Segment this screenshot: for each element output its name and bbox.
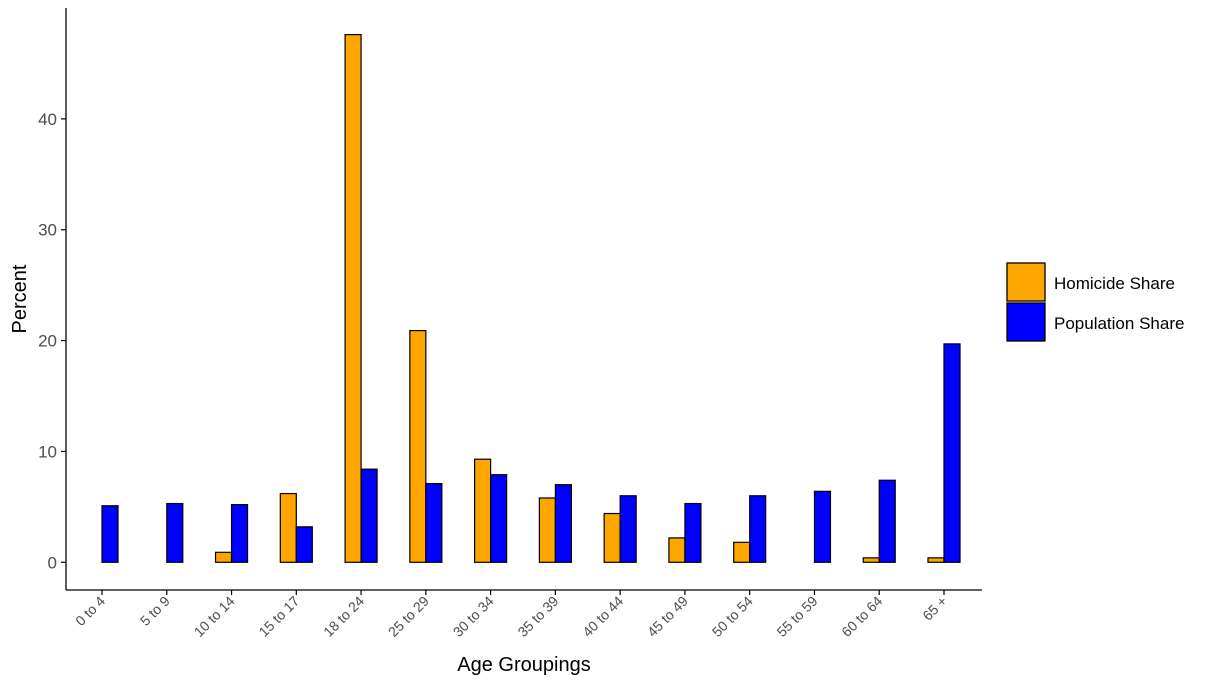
bar-homicide-share-45-to-49 [668, 537, 686, 563]
x-tick-label: 65 + [919, 593, 950, 624]
bar-population-share-35-to-39 [554, 484, 572, 563]
x-tick-label: 25 to 29 [385, 593, 432, 640]
y-tick-label: 40 [38, 110, 57, 129]
bar-population-share-45-to-49 [684, 502, 702, 563]
y-tick-label: 30 [38, 221, 57, 240]
x-ticks-group: 0 to 4 5 to 9 10 to 14 15 to 17 18 to 24 25 t… [72, 590, 950, 640]
bar-homicide-share-35-to-39 [538, 497, 556, 563]
bar-homicide-share-18-to-24 [344, 34, 362, 563]
x-tick-label: 10 to 14 [191, 593, 238, 640]
bars-group [101, 34, 961, 563]
legend-label-homicide-share: Homicide Share [1054, 274, 1175, 293]
legend-swatch-homicide-share [1006, 262, 1046, 302]
legend-label-population-share: Population Share [1054, 314, 1184, 333]
bar-homicide-share-40-to-44 [603, 512, 621, 563]
axes-group [65, 8, 982, 591]
x-tick-label: 50 to 54 [709, 593, 756, 640]
x-tick-label: 35 to 39 [514, 593, 561, 640]
y-ticks-group: 0 10 20 30 40 [38, 110, 66, 572]
bar-population-share-18-to-24 [360, 468, 378, 563]
bar-population-share-40-to-44 [619, 495, 637, 563]
y-axis-title: Percent [9, 264, 31, 333]
bar-homicide-share-30-to-34 [474, 458, 492, 563]
legend: Homicide Share Population Share [1006, 262, 1184, 342]
bar-homicide-share-50-to-54 [733, 541, 751, 563]
y-tick-label: 10 [38, 442, 57, 461]
x-tick-label: 18 to 24 [320, 593, 367, 640]
bar-population-share-10-to-14 [230, 504, 249, 563]
bar-population-share-25-to-29 [425, 482, 443, 563]
bar-population-share-65 [943, 343, 961, 563]
bar-population-share-55-to-59 [813, 490, 832, 563]
bar-population-share-60-to-64 [878, 479, 896, 563]
x-tick-label: 45 to 49 [644, 593, 691, 640]
bar-population-share-30-to-34 [490, 474, 508, 563]
bar-homicide-share-25-to-29 [409, 329, 427, 563]
x-axis-title: Age Groupings [457, 654, 590, 676]
x-tick-label: 30 to 34 [450, 593, 497, 640]
x-tick-label: 5 to 9 [137, 593, 173, 629]
bar-population-share-50-to-54 [749, 495, 767, 563]
y-tick-label: 0 [48, 553, 57, 572]
bar-homicide-share-60-to-64 [862, 557, 880, 563]
bar-homicide-share-65 [927, 557, 945, 563]
x-tick-label: 55 to 59 [773, 593, 820, 640]
bar-population-share-15-to-17 [295, 526, 313, 563]
x-tick-label: 15 to 17 [255, 593, 302, 640]
legend-swatch-population-share [1006, 302, 1046, 342]
bar-population-share-5-to-9 [166, 502, 184, 563]
bar-population-share-0-to-4 [101, 505, 119, 563]
x-tick-label: 40 to 44 [579, 593, 626, 640]
y-tick-label: 20 [38, 332, 57, 351]
x-tick-label: 60 to 64 [838, 593, 885, 640]
bar-homicide-share-15-to-17 [279, 492, 297, 563]
bar-homicide-share-10-to-14 [214, 551, 233, 563]
x-tick-label: 0 to 4 [72, 593, 108, 629]
